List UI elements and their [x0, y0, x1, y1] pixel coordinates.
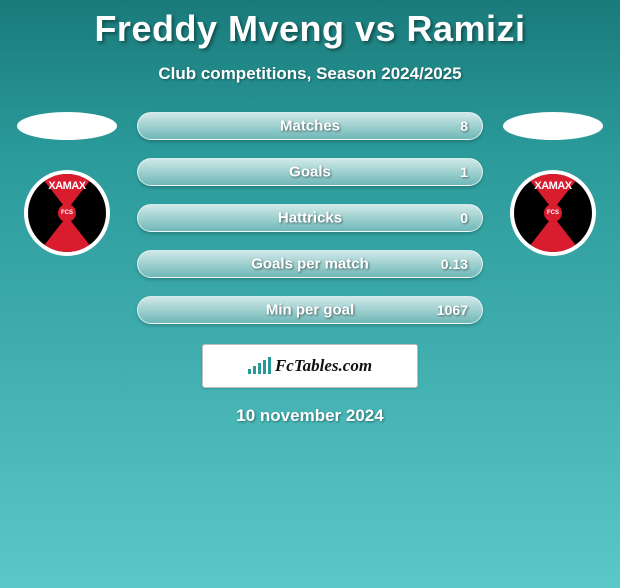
left-player-col: XAMAX FCS: [17, 112, 117, 256]
stat-label: Matches: [280, 118, 340, 135]
stat-label: Min per goal: [266, 302, 354, 319]
attribution-box[interactable]: FcTables.com: [202, 344, 418, 388]
stat-row-goals-per-match: Goals per match 0.13: [137, 250, 483, 278]
stat-label: Goals: [289, 164, 331, 181]
stat-value: 0.13: [441, 256, 468, 272]
badge-text-left: XAMAX: [28, 180, 106, 192]
stat-label: Hattricks: [278, 210, 342, 227]
stat-row-goals: Goals 1: [137, 158, 483, 186]
team-badge-left: XAMAX FCS: [24, 170, 110, 256]
page-subtitle: Club competitions, Season 2024/2025: [0, 64, 620, 84]
stat-row-hattricks: Hattricks 0: [137, 204, 483, 232]
comparison-row: XAMAX FCS Matches 8 Goals 1 Hattricks 0 …: [0, 112, 620, 324]
stat-value: 0: [460, 210, 468, 226]
bars-icon: [248, 358, 271, 374]
player-photo-placeholder-left: [17, 112, 117, 140]
team-badge-right: XAMAX FCS: [510, 170, 596, 256]
stat-value: 1067: [437, 302, 468, 318]
badge-text-right: XAMAX: [514, 180, 592, 192]
stat-row-min-per-goal: Min per goal 1067: [137, 296, 483, 324]
stats-column: Matches 8 Goals 1 Hattricks 0 Goals per …: [137, 112, 483, 324]
attribution-text: FcTables.com: [275, 356, 372, 376]
stat-value: 1: [460, 164, 468, 180]
stat-label: Goals per match: [251, 256, 369, 273]
player-photo-placeholder-right: [503, 112, 603, 140]
stat-value: 8: [460, 118, 468, 134]
page-title: Freddy Mveng vs Ramizi: [0, 8, 620, 50]
right-player-col: XAMAX FCS: [503, 112, 603, 256]
stat-row-matches: Matches 8: [137, 112, 483, 140]
date-label: 10 november 2024: [0, 406, 620, 426]
badge-sub-right: FCS: [544, 204, 562, 222]
badge-sub-left: FCS: [58, 204, 76, 222]
